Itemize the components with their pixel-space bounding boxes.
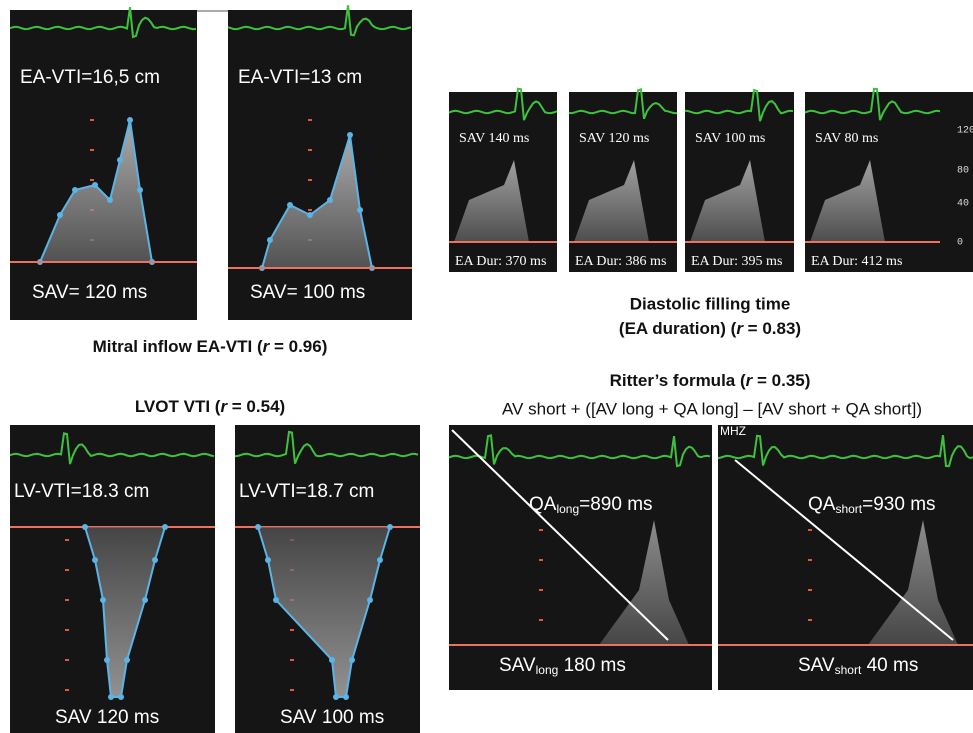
- qa-label: QAshort=930 ms: [808, 494, 936, 516]
- label-main: QA: [529, 494, 557, 515]
- trace-dot: [104, 657, 110, 663]
- trace-dot: [124, 657, 130, 663]
- sav-label: SAV 80 ms: [815, 131, 878, 146]
- ritter-title: Ritter’s formula (r = 0.35): [610, 371, 811, 390]
- trace-dot: [273, 597, 279, 603]
- caption-text: LVOT VTI (: [135, 397, 221, 416]
- sav-label: SAV 100 ms: [280, 707, 384, 728]
- axis-label: 80: [957, 166, 969, 177]
- trace-dot: [329, 657, 335, 663]
- trace-dot: [162, 524, 168, 530]
- axis-label: 0: [957, 238, 963, 249]
- trace-dot: [357, 207, 363, 213]
- vti-label: EA-VTI=13 cm: [238, 67, 362, 88]
- sav-label: SAV= 100 ms: [250, 282, 365, 303]
- sav-label: SAVlong 180 ms: [499, 655, 626, 677]
- caption-text: = 0.35): [752, 371, 810, 390]
- trace-dot: [72, 187, 78, 193]
- label-rest: =890 ms: [579, 494, 652, 515]
- trace-dot: [118, 694, 124, 700]
- ritter-formula: AV short + ([AV long + QA long] – [AV sh…: [502, 399, 922, 418]
- sav-label: SAV= 120 ms: [32, 282, 147, 303]
- caption-text: Mitral inflow EA-VTI (: [93, 337, 263, 356]
- duration-label: EA Dur: 395 ms: [691, 254, 782, 269]
- vti-label: LV-VTI=18.7 cm: [239, 481, 374, 502]
- trace-dot: [117, 157, 123, 163]
- trace-dot: [367, 597, 373, 603]
- trace-dot: [92, 182, 98, 188]
- sav-label: SAV 120 ms: [579, 131, 649, 146]
- lvot-title: LVOT VTI (r = 0.54): [135, 397, 285, 416]
- sav-label: SAV 140 ms: [459, 131, 529, 146]
- trace-dot: [142, 597, 148, 603]
- echo-panel: [569, 92, 677, 272]
- trace-dot: [333, 694, 339, 700]
- label-sub: short: [835, 663, 862, 677]
- trace-dot: [127, 117, 133, 123]
- echo-panel: [10, 10, 197, 320]
- duration-label: EA Dur: 370 ms: [455, 254, 546, 269]
- trace-dot: [137, 187, 143, 193]
- label-rest: 40 ms: [861, 655, 918, 676]
- qa-label: QAlong=890 ms: [529, 494, 653, 516]
- echo-panel: [449, 92, 557, 272]
- trace-dot: [265, 557, 271, 563]
- duration-label: EA Dur: 386 ms: [575, 254, 666, 269]
- trace-dot: [377, 557, 383, 563]
- duration-label: EA Dur: 412 ms: [811, 254, 902, 269]
- label-sub: long: [536, 663, 559, 677]
- sav-label: SAV 120 ms: [55, 707, 159, 728]
- trace-dot: [92, 557, 98, 563]
- trace-dot: [108, 694, 114, 700]
- echo-panel: [228, 10, 412, 320]
- label-rest: =930 ms: [862, 494, 935, 515]
- mitral-caption: Mitral inflow EA-VTI (r = 0.96): [93, 337, 328, 356]
- diastolic-caption: (EA duration) (r = 0.83): [619, 319, 801, 338]
- trace-dot: [387, 524, 393, 530]
- caption-text: = 0.54): [227, 397, 285, 416]
- echo-panel: [685, 92, 794, 272]
- marker-label: MHZ: [720, 424, 746, 438]
- caption-text: = 0.83): [743, 319, 801, 338]
- figure: EA-VTI=16,5 cm SAV= 120 ms EA-VTI=13 cm SAV…: [0, 0, 973, 733]
- trace-dot: [327, 197, 333, 203]
- axis-label: 120: [957, 126, 973, 137]
- label-sub: long: [556, 502, 579, 516]
- caption-text: (EA duration) (: [619, 319, 737, 338]
- caption-text: = 0.96): [269, 337, 327, 356]
- trace-dot: [152, 557, 158, 563]
- trace-dot: [107, 197, 113, 203]
- caption-text: Ritter’s formula (: [610, 371, 746, 390]
- trace-dot: [57, 212, 63, 218]
- caption-line: Diastolic filling time: [630, 294, 791, 313]
- axis-label: 40: [957, 199, 969, 210]
- trace-dot: [255, 524, 261, 530]
- trace-dot: [287, 202, 293, 208]
- echo-panel: [718, 425, 973, 690]
- trace-dot: [349, 657, 355, 663]
- trace-dot: [343, 694, 349, 700]
- label-sub: short: [835, 502, 862, 516]
- label-rest: 180 ms: [558, 655, 626, 676]
- trace-dot: [267, 237, 273, 243]
- trace-dot: [307, 212, 313, 218]
- label-main: SAV: [798, 655, 835, 676]
- trace-dot: [100, 597, 106, 603]
- sav-label: SAV 100 ms: [695, 131, 765, 146]
- vti-label: LV-VTI=18.3 cm: [14, 481, 149, 502]
- label-main: SAV: [499, 655, 536, 676]
- trace-dot: [82, 524, 88, 530]
- vti-label: EA-VTI=16,5 cm: [20, 67, 160, 88]
- trace-dot: [347, 132, 353, 138]
- label-main: QA: [808, 494, 836, 515]
